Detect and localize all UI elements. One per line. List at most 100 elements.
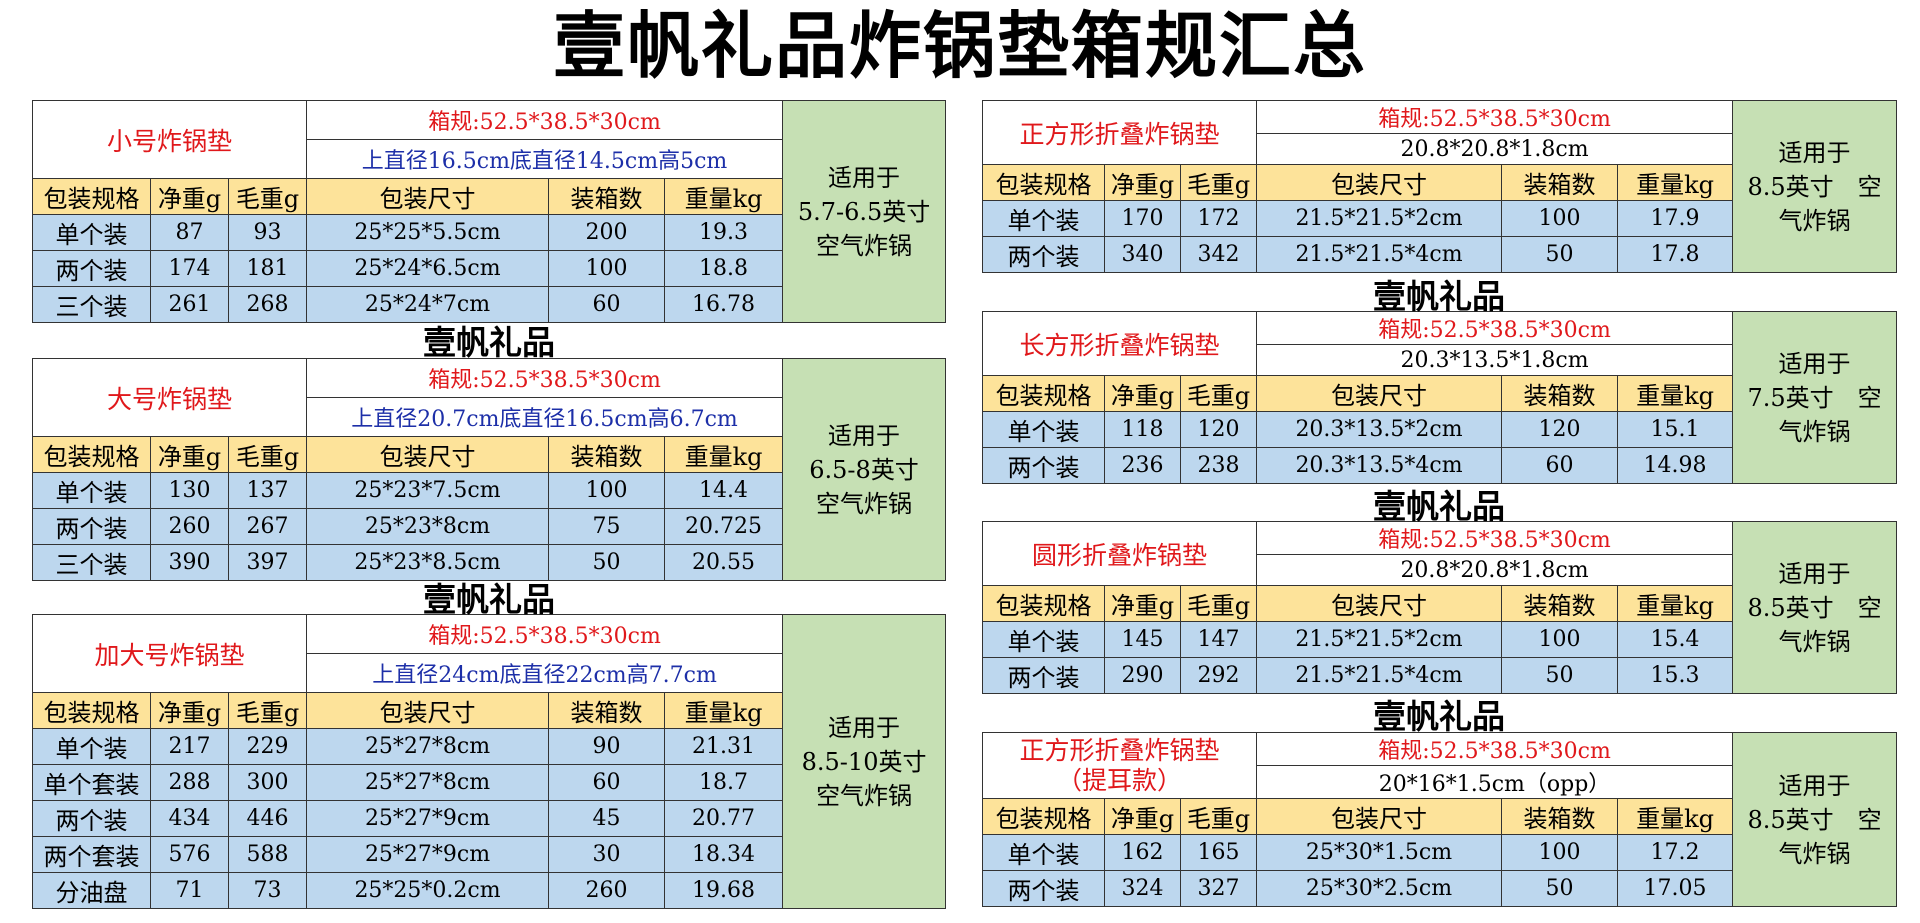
table-cell: 100 <box>1501 200 1619 237</box>
table-cell: 三个装 <box>32 544 151 581</box>
fit-note-line: 适用于 <box>1778 349 1851 378</box>
column-header: 包装规格 <box>32 436 151 473</box>
table-row: 两个装 290 292 21.5*21.5*4cm 50 15.3 <box>982 657 1897 694</box>
spec-block: 圆形折叠炸锅垫 箱规:52.5*38.5*30cm 适用于 8.5英寸 空气炸锅 20.… <box>982 521 1898 694</box>
table-cell: 288 <box>150 764 229 801</box>
spec-table: 正方形折叠炸锅垫 （提耳款） 箱规:52.5*38.5*30cm 适用于 8.5英寸 空… <box>981 732 1898 907</box>
product-name: 加大号炸锅垫 <box>31 614 308 693</box>
fit-note-line: 空气炸锅 <box>816 781 913 810</box>
product-dimensions: 20.8*20.8*1.8cm <box>1256 133 1734 165</box>
table-cell: 30 <box>548 836 666 873</box>
product-name: 圆形折叠炸锅垫 <box>982 521 1257 586</box>
product-dimensions: 上直径24cm底直径22cm高7.7cm <box>306 653 784 693</box>
table-cell: 单个装 <box>982 411 1105 448</box>
column-header: 重量kg <box>1617 798 1734 835</box>
fit-note-line: 气炸锅 <box>1778 417 1851 446</box>
table-cell: 两个装 <box>32 250 151 287</box>
table-cell: 73 <box>227 872 308 909</box>
table-cell: 50 <box>1501 236 1619 273</box>
table-cell: 两个装 <box>982 870 1105 907</box>
table-cell: 340 <box>1104 236 1181 273</box>
table-cell: 两个套装 <box>32 836 151 873</box>
table-cell: 两个装 <box>982 447 1105 484</box>
product-name: 正方形折叠炸锅垫 <box>981 100 1258 165</box>
brand-label: 壹帆礼品 <box>423 580 555 619</box>
table-cell: 162 <box>1104 834 1181 871</box>
column-header: 包装尺寸 <box>306 178 550 215</box>
column-header: 包装规格 <box>982 375 1105 412</box>
table-cell: 90 <box>548 728 666 765</box>
table-cell: 20.77 <box>664 800 784 837</box>
product-name: 小号炸锅垫 <box>31 100 308 179</box>
column-header: 重量kg <box>1617 375 1734 412</box>
spec-block: 小号炸锅垫 箱规:52.5*38.5*30cm 适用于 5.7-6.5英寸 空气炸锅 上直… <box>31 100 947 323</box>
column-header: 净重g <box>1104 798 1181 835</box>
table-cell: 100 <box>548 472 666 509</box>
spec-table: 大号炸锅垫 箱规:52.5*38.5*30cm 适用于 6.5-8英寸 空气炸锅 上直径2… <box>31 358 947 581</box>
column-header: 包装尺寸 <box>306 692 550 729</box>
product-name: 大号炸锅垫 <box>31 358 308 437</box>
table-cell: 15.4 <box>1616 621 1734 658</box>
table-cell: 单个装 <box>32 214 151 251</box>
brand-label: 壹帆礼品 <box>1373 697 1505 736</box>
table-row: 单个装 217 229 25*27*8cm 90 21.31 <box>32 728 946 765</box>
table-cell: 25*23*7.5cm <box>306 472 550 509</box>
table-cell: 50 <box>548 544 666 581</box>
table-cell: 93 <box>227 214 308 251</box>
column-header: 装箱数 <box>1501 164 1619 201</box>
fit-note-line: 空气炸锅 <box>816 231 913 260</box>
table-cell: 18.7 <box>664 764 784 801</box>
table-cell: 290 <box>1104 657 1181 694</box>
header-row: 包装规格 净重g 毛重g 包装尺寸 装箱数 重量kg <box>982 164 1897 201</box>
table-cell: 25*27*9cm <box>306 800 550 837</box>
table-cell: 342 <box>1179 236 1258 273</box>
table-cell: 267 <box>227 508 308 545</box>
table-row: 三个装 390 397 25*23*8.5cm 50 20.55 <box>32 544 946 581</box>
table-cell: 单个装 <box>982 200 1105 237</box>
table-row: 两个装 434 446 25*27*9cm 45 20.77 <box>32 800 946 837</box>
column-header: 净重g <box>150 436 229 473</box>
column-header: 包装规格 <box>32 692 151 729</box>
table-cell: 15.1 <box>1617 411 1734 448</box>
column-header: 装箱数 <box>1501 375 1619 412</box>
page-title: 壹帆礼品炸锅垫箱规汇总 <box>552 4 1367 88</box>
table-cell: 60 <box>548 286 666 323</box>
table-cell: 260 <box>150 508 229 545</box>
table-cell: 217 <box>150 728 229 765</box>
table-cell: 单个装 <box>982 621 1105 658</box>
table-row: 三个装 261 268 25*24*7cm 60 16.78 <box>32 286 946 323</box>
column-header: 包装规格 <box>32 178 151 215</box>
carton-size: 箱规:52.5*38.5*30cm <box>1256 100 1734 134</box>
product-name-line: 正方形折叠炸锅垫 <box>1019 119 1220 149</box>
carton-size: 箱规:52.5*38.5*30cm <box>306 614 784 654</box>
table-cell: 50 <box>1501 657 1618 694</box>
table-cell: 20.725 <box>664 508 784 545</box>
table-cell: 16.78 <box>664 286 784 323</box>
column-header: 包装尺寸 <box>1256 164 1503 201</box>
table-cell: 20.3*13.5*2cm <box>1256 411 1503 448</box>
table-cell: 单个装 <box>32 728 151 765</box>
table-cell: 21.5*21.5*4cm <box>1256 236 1503 273</box>
table-row: 单个装 170 172 21.5*21.5*2cm 100 17.9 <box>982 200 1897 237</box>
table-cell: 20.55 <box>664 544 784 581</box>
table-cell: 25*23*8.5cm <box>306 544 550 581</box>
table-cell: 120 <box>1501 411 1619 448</box>
fit-note-line: 5.7-6.5英寸 <box>797 197 931 226</box>
fit-note: 适用于 6.5-8英寸 空气炸锅 <box>782 358 947 581</box>
carton-size: 箱规:52.5*38.5*30cm <box>1256 732 1734 766</box>
column-header: 重量kg <box>664 178 784 215</box>
table-cell: 21.5*21.5*2cm <box>1256 621 1502 658</box>
brand-label: 壹帆礼品 <box>423 323 555 362</box>
table-cell: 50 <box>1501 870 1619 907</box>
table-cell: 单个装 <box>32 472 151 509</box>
table-cell: 21.31 <box>664 728 784 765</box>
product-dimensions: 20.8*20.8*1.8cm <box>1255 554 1734 586</box>
table-cell: 18.34 <box>664 836 784 873</box>
header-row: 包装规格 净重g 毛重g 包装尺寸 装箱数 重量kg <box>32 178 946 215</box>
product-dimensions: 20.3*13.5*1.8cm <box>1256 344 1734 376</box>
column-header: 装箱数 <box>548 178 666 215</box>
column-header: 包装规格 <box>982 585 1105 622</box>
column-header: 毛重g <box>227 178 308 215</box>
product-name-line: 长方形折叠炸锅垫 <box>1019 330 1220 360</box>
table-row: 单个套装 288 300 25*27*8cm 60 18.7 <box>32 764 946 801</box>
